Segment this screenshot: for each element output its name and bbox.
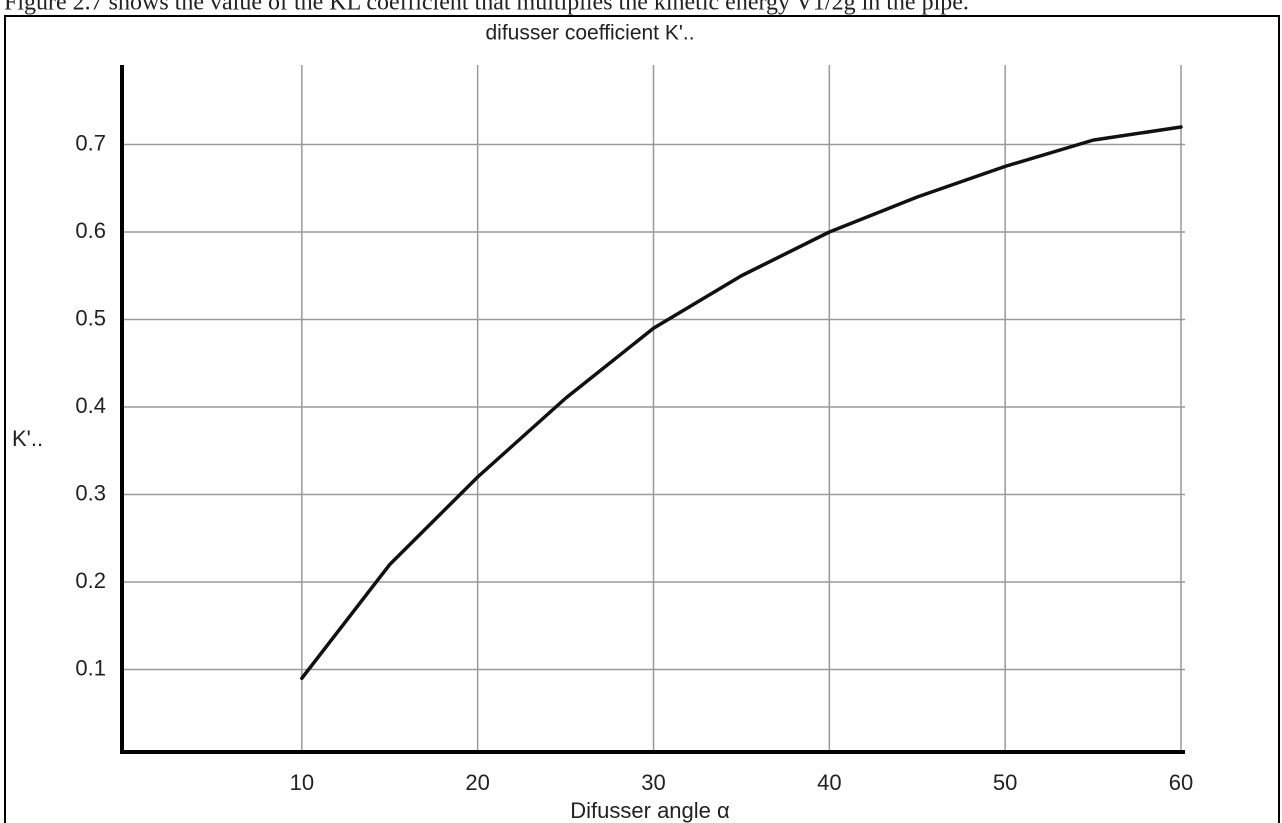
x-tick-label: 10 — [290, 770, 314, 795]
x-axis-label: Difusser angle α — [570, 798, 730, 823]
x-tick-label: 60 — [1169, 770, 1193, 795]
x-tick-label: 30 — [641, 770, 665, 795]
y-tick-label: 0.7 — [75, 130, 106, 155]
caption: Figure 2.7 shows the value of the KL coe… — [4, 0, 969, 16]
x-tick-label: 20 — [465, 770, 489, 795]
frame — [4, 15, 1280, 823]
y-tick-label: 0.4 — [75, 393, 106, 418]
x-tick-label: 40 — [817, 770, 841, 795]
y-tick-label: 0.3 — [75, 480, 106, 505]
y-tick-label: 0.6 — [75, 218, 106, 243]
y-tick-label: 0.1 — [75, 655, 106, 680]
x-tick-label: 50 — [993, 770, 1017, 795]
data-line — [300, 125, 1183, 680]
y-tick-label: 0.5 — [75, 305, 106, 330]
chart-title: difusser coefficient K'.. — [485, 22, 694, 45]
y-axis-label: K'.. — [12, 426, 43, 451]
y-tick-label: 0.2 — [75, 568, 106, 593]
